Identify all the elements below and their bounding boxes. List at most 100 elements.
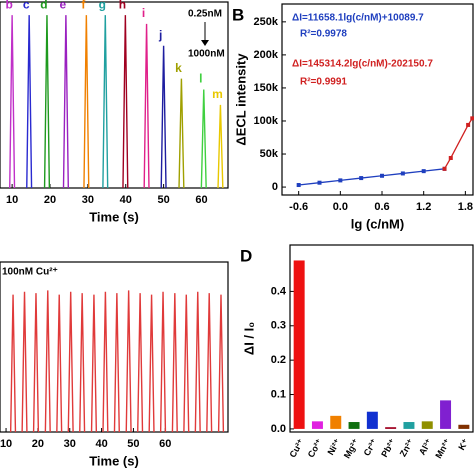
bar xyxy=(440,400,452,429)
peak-label: c xyxy=(23,0,30,11)
annotation: 1000nM xyxy=(188,49,225,60)
point xyxy=(400,171,405,176)
bar xyxy=(348,422,360,429)
annotation: ΔI=11658.1lg(c/nM)+10089.7 xyxy=(292,13,424,24)
peak xyxy=(171,293,178,433)
peak xyxy=(67,291,74,433)
x-tick-label: 20 xyxy=(32,438,44,450)
peak xyxy=(102,291,109,433)
y-tick-label: 0 xyxy=(272,181,278,193)
y-tick-label: 0.3 xyxy=(271,320,286,332)
peak xyxy=(194,291,201,433)
peak xyxy=(178,78,185,189)
peak xyxy=(83,15,90,189)
peak xyxy=(159,291,167,433)
x-tick-label: 40 xyxy=(95,438,107,450)
y-tick-label: 0.2 xyxy=(271,354,286,366)
peak-label: g xyxy=(99,0,106,11)
peak xyxy=(32,293,40,433)
y-tick-label: 100k xyxy=(254,115,279,127)
bar xyxy=(293,260,305,429)
x-tick-label: 50 xyxy=(127,438,139,450)
x-tick-label: Al³⁺ xyxy=(417,437,434,457)
annotation: R²=0.9978 xyxy=(300,29,347,40)
x-axis-title: Time (s) xyxy=(89,453,139,468)
fit-line xyxy=(298,168,445,186)
peak xyxy=(183,294,190,433)
peak xyxy=(122,15,129,189)
plot-frame xyxy=(0,261,229,433)
peak xyxy=(125,290,132,433)
x-tick-label: 1.8 xyxy=(458,201,473,213)
peak xyxy=(44,290,51,433)
peak xyxy=(21,291,28,433)
plot-frame xyxy=(289,244,474,433)
x-tick-label: 0.0 xyxy=(333,201,348,213)
y-tick-label: 50k xyxy=(260,148,279,160)
panel-label: B xyxy=(232,5,244,24)
peak-label: b xyxy=(5,0,12,11)
peak xyxy=(90,294,98,433)
x-tick-label: Pb²⁺ xyxy=(379,437,397,459)
peak xyxy=(160,45,167,189)
peak-label: i xyxy=(142,6,145,20)
y-tick-label: 0.0 xyxy=(271,423,286,435)
point xyxy=(470,116,474,121)
fit-line xyxy=(443,117,473,170)
x-tick-label: 30 xyxy=(82,194,94,206)
x-tick-label: 10 xyxy=(6,194,18,206)
x-tick-label: 20 xyxy=(44,194,56,206)
x-tick-label: Cr³⁺ xyxy=(362,437,380,458)
peak xyxy=(206,293,213,433)
point xyxy=(421,169,426,174)
point xyxy=(442,166,447,171)
x-tick-label: Cu²⁺ xyxy=(287,437,306,459)
peak xyxy=(217,104,224,189)
plot-frame xyxy=(0,1,229,189)
y-tick-label: 250k xyxy=(254,16,279,28)
x-tick-label: Co²⁺ xyxy=(306,437,325,459)
peak xyxy=(200,89,207,189)
peak-label: m xyxy=(212,87,223,101)
point xyxy=(448,155,453,160)
x-tick-label: 10 xyxy=(0,438,12,450)
annotation: R²=0.9991 xyxy=(300,77,347,88)
x-tick-label: 60 xyxy=(195,194,207,206)
point xyxy=(359,176,364,181)
bar xyxy=(330,415,342,429)
bar xyxy=(366,411,378,429)
bar xyxy=(458,424,470,429)
x-axis-title: Time (s) xyxy=(89,209,139,224)
x-tick-label: 40 xyxy=(120,194,132,206)
peak-label: l xyxy=(199,72,202,86)
x-axis-title: lg (c/nM) xyxy=(351,216,404,231)
x-tick-label: Mg²⁺ xyxy=(342,437,361,460)
peak xyxy=(43,15,51,189)
arrow-head xyxy=(201,40,209,46)
peak xyxy=(143,23,150,189)
peak xyxy=(113,293,120,433)
point xyxy=(338,178,343,183)
peak-label: j xyxy=(158,28,162,42)
bar xyxy=(311,421,323,429)
x-tick-label: 30 xyxy=(64,438,76,450)
peak-label: k xyxy=(175,61,182,75)
point xyxy=(380,173,385,178)
panel-label: D xyxy=(240,246,252,265)
peak-label: f xyxy=(81,0,86,11)
peak-label: d xyxy=(40,0,47,11)
peak xyxy=(148,294,155,433)
peak xyxy=(26,15,33,189)
annotation: ΔI=145314.2lg(c/nM)-202150.7 xyxy=(292,59,433,70)
point xyxy=(466,122,471,127)
peak xyxy=(79,293,86,433)
x-tick-label: Ni²⁺ xyxy=(326,437,343,457)
x-tick-label: Mn²⁺ xyxy=(433,437,452,460)
point xyxy=(296,183,301,188)
point xyxy=(317,180,322,185)
plot-frame xyxy=(281,3,474,196)
peak xyxy=(56,294,63,433)
x-tick-label: Zn²⁺ xyxy=(398,437,416,458)
x-tick-label: 0.6 xyxy=(374,201,389,213)
x-tick-label: 50 xyxy=(157,194,169,206)
